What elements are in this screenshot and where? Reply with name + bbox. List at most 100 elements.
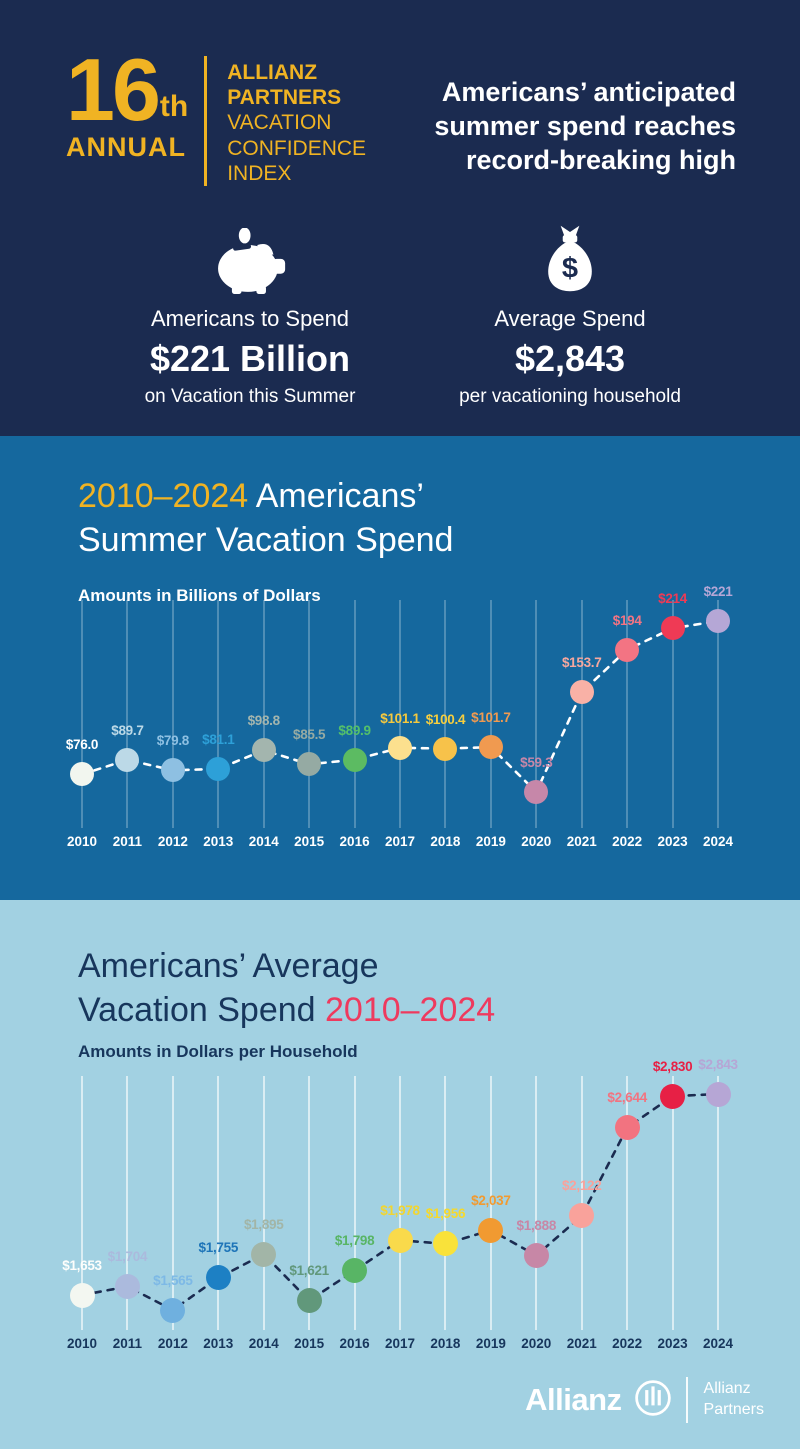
gridline-2024 <box>717 600 720 828</box>
value-label-2020: $1,888 <box>516 1217 557 1233</box>
value-label-2011: $89.7 <box>111 722 144 738</box>
value-label-2020: $59.3 <box>520 755 553 770</box>
data-point-2011 <box>115 747 140 772</box>
data-point-2024 <box>705 1081 731 1107</box>
stat-value: $221 Billion <box>149 338 351 379</box>
average-spend-chart-section: Americans’ Average Vacation Spend 2010–2… <box>0 900 800 1449</box>
x-axis-label-2013: 2013 <box>203 1336 234 1351</box>
gridline-2017 <box>399 600 401 828</box>
x-axis-label-2014: 2014 <box>248 1336 279 1351</box>
piggy-bank-icon <box>55 218 445 294</box>
data-point-2019 <box>478 1217 504 1243</box>
gridline-2011 <box>126 600 129 828</box>
chart-subtitle: Amounts in Billions of Dollars <box>78 586 321 605</box>
gridline-2012 <box>171 1076 174 1330</box>
summer-spend-chart-section: 2010–2024 Americans’ Summer Vacation Spe… <box>0 436 800 900</box>
data-point-2012 <box>160 758 185 783</box>
brand-line: INDEX <box>227 161 292 185</box>
value-label-2016: $89.9 <box>338 722 371 738</box>
headline-line: summer spend reaches <box>434 110 736 141</box>
x-axis-label-2020: 2020 <box>521 834 552 849</box>
data-point-2023 <box>660 1083 686 1109</box>
partner-line: Allianz <box>703 1380 751 1398</box>
gridline-2017 <box>399 1076 401 1330</box>
gridline-2021 <box>580 1076 583 1330</box>
data-point-2021 <box>569 680 594 705</box>
value-label-2012: $1,565 <box>153 1272 193 1288</box>
x-axis-label-2015: 2015 <box>294 1336 325 1351</box>
x-axis-label-2017: 2017 <box>384 834 416 849</box>
annual-badge: 16 th ANNUAL <box>66 40 189 163</box>
value-label-2017: $1,978 <box>380 1202 420 1218</box>
svg-text:$: $ <box>562 253 578 285</box>
data-point-2018 <box>433 736 458 761</box>
x-axis-label-2020: 2020 <box>521 1336 552 1351</box>
x-axis-label-2024: 2024 <box>702 1336 734 1351</box>
allianz-logo-icon <box>634 1379 672 1422</box>
annual-word: ANNUAL <box>66 132 186 163</box>
value-label-2014: $1,895 <box>243 1216 284 1232</box>
average-spend-line-chart: $1,653 2010 $1,704 2011 $1,565 2012 $1,755 2013… <box>0 900 800 1449</box>
x-axis-label-2018: 2018 <box>430 834 461 849</box>
value-label-2019: $2,037 <box>471 1192 511 1208</box>
value-label-2012: $79.8 <box>156 733 190 749</box>
data-point-2010 <box>69 1282 95 1308</box>
x-axis-label-2010: 2010 <box>66 834 98 849</box>
trend-line <box>80 619 720 795</box>
gridline-2018 <box>444 1076 447 1330</box>
chart-title: Americans’ Average Vacation Spend 2010–2… <box>78 944 495 1032</box>
value-label-2013: $1,755 <box>198 1240 239 1256</box>
value-label-2018: $1,956 <box>425 1206 466 1222</box>
allianz-wordmark: Allianz <box>525 1382 622 1417</box>
data-point-2014 <box>251 738 276 763</box>
gridline-2014 <box>262 600 265 828</box>
gridline-2023 <box>671 600 674 828</box>
data-point-2017 <box>387 1227 413 1253</box>
value-label-2010: $76.0 <box>65 737 99 753</box>
x-axis-label-2021: 2021 <box>566 1336 597 1351</box>
value-label-2021: $2,122 <box>561 1178 602 1194</box>
stat-sublabel: per vacationing household <box>459 386 681 407</box>
x-axis-label-2010: 2010 <box>66 1336 98 1351</box>
x-axis-label-2016: 2016 <box>339 834 370 849</box>
data-point-2023 <box>660 616 685 641</box>
x-axis-label-2011: 2011 <box>112 1336 143 1351</box>
gridline-2010 <box>81 1076 83 1330</box>
gridline-2016 <box>353 600 356 828</box>
data-point-2010 <box>70 762 94 787</box>
gridline-2018 <box>444 600 447 828</box>
x-axis-label-2022: 2022 <box>612 1336 643 1351</box>
chart-subtitle: Amounts in Dollars per Household <box>78 1042 358 1061</box>
value-label-2015: $85.5 <box>292 727 326 743</box>
data-point-2015 <box>297 752 322 777</box>
title-text: Americans’ <box>248 477 424 515</box>
stat-label: Americans to Spend <box>150 306 350 331</box>
x-axis-label-2017: 2017 <box>384 1336 416 1351</box>
allianz-partners-label: Allianz Partners <box>704 1379 764 1421</box>
annual-number: 16 <box>66 40 161 139</box>
gridline-2019 <box>489 600 492 828</box>
x-axis-label-2019: 2019 <box>475 834 506 849</box>
title-text: Americans’ Average <box>78 947 379 985</box>
chart-title: 2010–2024 Americans’ Summer Vacation Spe… <box>78 474 453 562</box>
data-point-2012 <box>160 1297 186 1323</box>
value-label-2010: $1,653 <box>62 1257 102 1273</box>
brand-line: PARTNERS <box>227 86 342 110</box>
value-label-2011: $1,704 <box>107 1249 148 1264</box>
value-label-2022: $194 <box>612 612 642 628</box>
data-point-2024 <box>706 609 731 633</box>
trend-line <box>80 1092 720 1312</box>
stat-value: $2,843 <box>514 338 626 379</box>
data-point-2016 <box>342 747 367 772</box>
value-label-2022: $2,644 <box>607 1090 647 1106</box>
x-axis-label-2015: 2015 <box>294 834 325 849</box>
x-axis-label-2023: 2023 <box>657 834 688 849</box>
value-label-2023: $214 <box>658 591 687 607</box>
data-point-2019 <box>478 735 503 760</box>
value-label-2021: $153.7 <box>561 655 602 671</box>
data-point-2011 <box>114 1274 140 1299</box>
data-point-2020 <box>524 780 549 804</box>
headline-line: Americans’ anticipated <box>441 77 736 107</box>
brand-line: VACATION <box>227 111 332 135</box>
annual-suffix: th <box>159 90 189 124</box>
